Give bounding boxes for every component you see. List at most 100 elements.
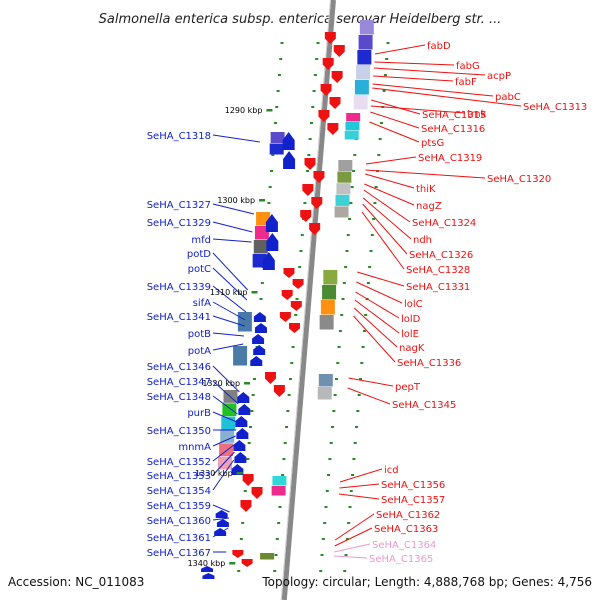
left-leader-line xyxy=(212,203,255,215)
right-leader-line xyxy=(370,105,466,114)
left-gene-label: SeHA_C1350 xyxy=(147,426,211,437)
left-gene-label: SeHA_C1360 xyxy=(147,516,211,527)
dots-outer-right xyxy=(374,186,378,188)
right-leader-line xyxy=(372,83,494,97)
dots-inner-left xyxy=(294,314,298,316)
right-leader-line xyxy=(353,307,398,348)
dots-outer-left xyxy=(250,410,254,412)
feature-block-3-1 xyxy=(322,285,337,300)
dots-inner-right xyxy=(324,506,328,508)
dots-inner-left xyxy=(315,58,319,60)
feature-block-0-4 xyxy=(354,80,369,95)
feature-block-0-3 xyxy=(356,65,371,80)
feature-block-2-2 xyxy=(336,183,351,195)
left-leader-line xyxy=(212,315,245,327)
dots-outer-right xyxy=(347,522,351,524)
dots-outer-left xyxy=(273,122,277,124)
left-leader-line xyxy=(212,411,238,423)
left-gene-label: SeHA_C1353 xyxy=(147,471,211,482)
left-leader-line xyxy=(212,504,230,513)
left-leader-line xyxy=(212,332,244,337)
left-leader-line xyxy=(212,267,248,301)
right-leader-line xyxy=(334,513,375,541)
dots-outer-right xyxy=(385,58,389,60)
dots-outer-left xyxy=(276,90,280,92)
scale-tick-label: 1300 kbp xyxy=(217,196,255,205)
right-leader-line xyxy=(372,87,522,107)
forward-gene-arrow xyxy=(266,233,279,251)
dots-inner-right xyxy=(341,298,345,300)
dots-outer-right xyxy=(364,314,368,316)
dots-inner-right xyxy=(325,490,329,492)
left-gene-label: SeHA_C1329 xyxy=(147,218,211,229)
left-gene-label: potD xyxy=(187,249,211,260)
dots-outer-right xyxy=(345,538,349,540)
reverse-gene-arrow xyxy=(313,171,325,183)
dots-inner-left xyxy=(286,410,290,412)
right-gene-label: nagZ xyxy=(416,201,442,212)
right-leader-line xyxy=(354,299,400,334)
scale-tick-label: 1330 kbp xyxy=(195,469,233,478)
dots-outer-right xyxy=(372,218,376,220)
reverse-gene-arrow xyxy=(240,500,252,512)
dots-outer-right xyxy=(379,122,383,124)
dots-outer-left xyxy=(279,58,283,60)
dots-inner-left xyxy=(273,570,277,572)
dots-inner-left xyxy=(316,42,320,44)
feature-block-2-4 xyxy=(334,206,349,218)
right-gene-label: SeHA_C1320 xyxy=(487,174,551,185)
forward-gene-arrow xyxy=(237,392,250,403)
dots-inner-right xyxy=(345,250,349,252)
dots-inner-left xyxy=(299,250,303,252)
left-gene-label: SeHA_C1327 xyxy=(147,200,211,211)
right-gene-label: SeHA_C1326 xyxy=(409,250,473,261)
genome-backbone-edge xyxy=(280,0,331,600)
right-leader-line xyxy=(374,61,455,66)
dots-outer-right xyxy=(362,330,366,332)
forward-gene-arrow xyxy=(254,323,267,333)
dots-inner-right xyxy=(337,346,341,348)
left-leader-line xyxy=(212,134,260,143)
feature-block-2-1 xyxy=(337,171,352,183)
feature-block-3-3 xyxy=(319,315,334,330)
reverse-gene-arrow xyxy=(281,290,293,300)
right-gene-label: SeHA_C1319 xyxy=(418,153,482,164)
right-leader-line xyxy=(334,543,371,553)
dots-inner-right xyxy=(327,474,331,476)
dots-outer-left xyxy=(259,298,263,300)
right-leader-line xyxy=(355,291,400,319)
feature-block-0-5 xyxy=(353,95,368,110)
right-leader-line xyxy=(370,111,420,129)
dots-outer-left xyxy=(270,170,274,172)
dots-inner-left xyxy=(313,74,317,76)
left-gene-label: SeHA_C1352 xyxy=(147,457,211,468)
dots-inner-right xyxy=(329,442,333,444)
dots-inner-left xyxy=(298,266,302,268)
right-leader-line xyxy=(365,173,415,189)
dots-outer-right xyxy=(355,426,359,428)
dots-outer-right xyxy=(369,250,373,252)
feature-block-1-1 xyxy=(345,122,360,131)
dots-outer-right xyxy=(353,442,357,444)
forward-gene-arrow xyxy=(235,416,248,427)
forward-gene-arrow xyxy=(282,132,295,150)
right-leader-line xyxy=(365,169,486,179)
dots-inner-left xyxy=(303,202,307,204)
scale-tick-mark xyxy=(259,199,266,202)
right-gene-label: SeHA_C1357 xyxy=(381,495,445,506)
left-gene-label: SeHA_C1348 xyxy=(147,392,211,403)
dots-outer-right xyxy=(348,506,352,508)
right-leader-line xyxy=(371,99,421,115)
dots-outer-left xyxy=(277,74,281,76)
dots-inner-right xyxy=(332,410,336,412)
left-block-0-1 xyxy=(269,143,284,155)
reverse-gene-arrow xyxy=(251,487,263,499)
right-gene-label: fabD xyxy=(427,41,451,52)
dots-inner-right xyxy=(349,202,353,204)
left-leader-line xyxy=(212,221,253,233)
forward-gene-arrow xyxy=(233,440,246,451)
forward-gene-arrow xyxy=(216,519,229,527)
right-gene-label: SeHA_C1363 xyxy=(374,524,438,535)
right-gene-label: SeHA_C1313 xyxy=(523,102,587,113)
right-gene-label: pepT xyxy=(395,382,421,393)
